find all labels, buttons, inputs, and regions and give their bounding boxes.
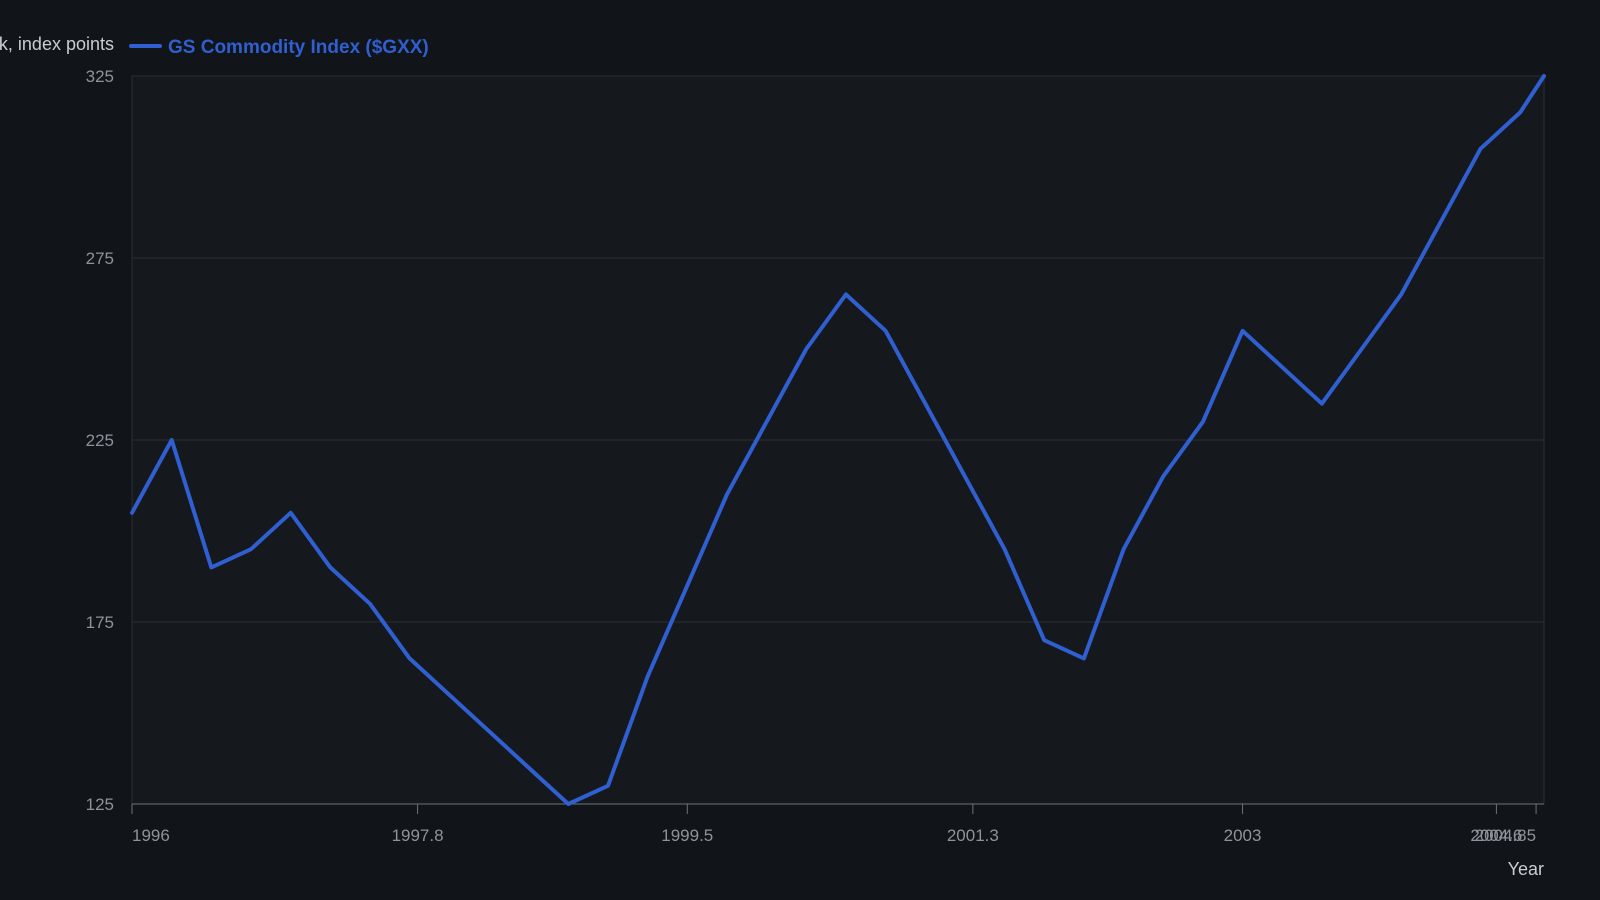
x-tick-label: 2004.6 xyxy=(1470,826,1522,845)
y-tick-label: 125 xyxy=(86,795,114,814)
y-axis-title: …k, index points xyxy=(0,34,114,54)
y-tick-label: 275 xyxy=(86,249,114,268)
y-tick-label: 225 xyxy=(86,431,114,450)
legend: GS Commodity Index ($GXX) xyxy=(129,37,429,58)
x-tick-label: 1996 xyxy=(132,826,170,845)
series-lines xyxy=(130,74,1546,806)
grid-lines xyxy=(131,75,1545,805)
x-tick-label: 2003 xyxy=(1224,826,1262,845)
legend-entry: GS Commodity Index ($GXX) xyxy=(168,37,429,58)
y-tick-label: 175 xyxy=(86,613,114,632)
x-tick-label: 2004.85 xyxy=(1475,826,1536,845)
series-line xyxy=(130,74,1546,806)
axes: 125 175 225 275 325 1996 1997.8 1999.5 2001.3 200… xyxy=(86,67,1544,845)
x-tick-label: 1997.8 xyxy=(392,826,444,845)
x-tick-label: 2001.3 xyxy=(947,826,999,845)
x-axis-title: Year xyxy=(1508,859,1544,879)
y-tick-label: 325 xyxy=(86,67,114,86)
x-tick-label: 1999.5 xyxy=(661,826,713,845)
